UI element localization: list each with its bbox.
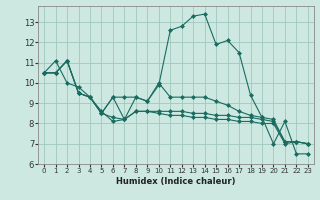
X-axis label: Humidex (Indice chaleur): Humidex (Indice chaleur) bbox=[116, 177, 236, 186]
